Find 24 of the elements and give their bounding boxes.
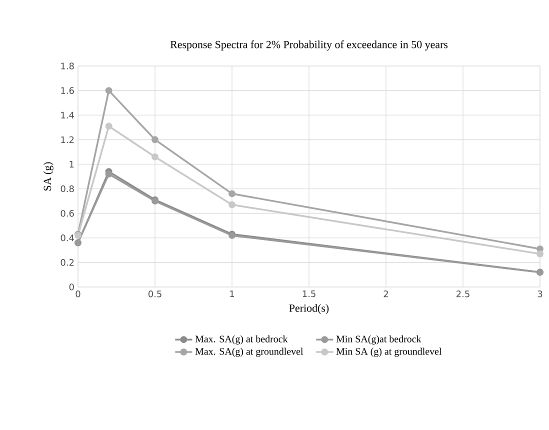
x-tick-label: 1.5 — [302, 290, 316, 298]
x-tick-label: 3 — [538, 290, 542, 298]
legend-label: Min SA (g) at groundlevel — [336, 348, 442, 357]
y-tick-label: 0.4 — [60, 234, 74, 242]
x-tick-label: 1 — [230, 290, 234, 298]
legend-label: Min SA(g)at bedrock — [336, 335, 422, 344]
x-tick-label: 0 — [76, 290, 80, 298]
y-tick-label: 1 — [70, 160, 74, 168]
legend-label: Max. SA(g) at bedrock — [195, 335, 288, 344]
y-tick-label: 1.4 — [61, 112, 74, 118]
y-tick-label: 0.6 — [60, 210, 74, 217]
legend-label: Max. SA(g) at groundlevel — [195, 348, 304, 357]
y-tick-label: 1.6 — [61, 87, 74, 94]
x-axis-title: Period(s) — [289, 304, 329, 314]
x-tick-label: 0.5 — [148, 290, 162, 298]
y-tick-label: 0 — [69, 284, 74, 290]
x-tick-label: 2.5 — [456, 290, 470, 298]
chart-title: Response Spectra for 2% Probability of exceedance in 50 years — [170, 40, 448, 50]
y-tick-label: 1.8 — [61, 62, 74, 70]
y-tick-label: 0.2 — [60, 259, 74, 266]
y-tick-label: 1.2 — [61, 136, 74, 143]
y-axis-title: SA (g) — [43, 162, 54, 191]
y-tick-label: 0.8 — [60, 185, 74, 192]
x-tick-label: 2 — [384, 290, 388, 298]
